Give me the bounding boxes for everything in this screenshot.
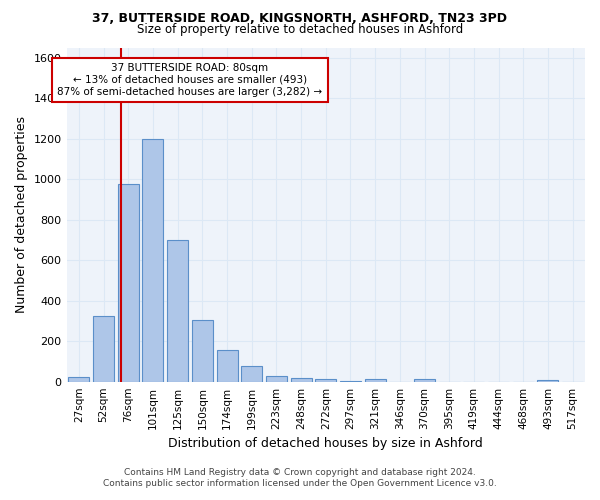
Text: 37 BUTTERSIDE ROAD: 80sqm
← 13% of detached houses are smaller (493)
87% of semi: 37 BUTTERSIDE ROAD: 80sqm ← 13% of detac… bbox=[58, 64, 323, 96]
Text: Contains HM Land Registry data © Crown copyright and database right 2024.
Contai: Contains HM Land Registry data © Crown c… bbox=[103, 468, 497, 487]
Bar bbox=[315, 380, 336, 382]
Text: Size of property relative to detached houses in Ashford: Size of property relative to detached ho… bbox=[137, 22, 463, 36]
Bar bbox=[118, 184, 139, 382]
Bar bbox=[340, 380, 361, 382]
Bar bbox=[217, 350, 238, 382]
Bar bbox=[266, 376, 287, 382]
X-axis label: Distribution of detached houses by size in Ashford: Distribution of detached houses by size … bbox=[169, 437, 483, 450]
Bar bbox=[142, 138, 163, 382]
Bar bbox=[538, 380, 559, 382]
Bar bbox=[68, 376, 89, 382]
Bar bbox=[241, 366, 262, 382]
Bar bbox=[414, 380, 435, 382]
Bar bbox=[93, 316, 114, 382]
Y-axis label: Number of detached properties: Number of detached properties bbox=[15, 116, 28, 313]
Bar bbox=[192, 320, 213, 382]
Bar bbox=[365, 380, 386, 382]
Text: 37, BUTTERSIDE ROAD, KINGSNORTH, ASHFORD, TN23 3PD: 37, BUTTERSIDE ROAD, KINGSNORTH, ASHFORD… bbox=[92, 12, 508, 26]
Bar bbox=[290, 378, 311, 382]
Bar bbox=[167, 240, 188, 382]
